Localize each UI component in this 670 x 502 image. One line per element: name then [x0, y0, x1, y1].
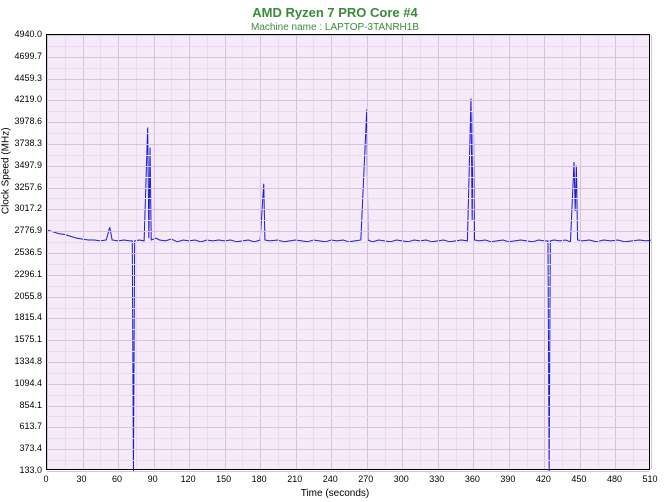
x-tick-label: 210: [287, 474, 302, 484]
y-tick-label: 3257.6: [14, 182, 42, 192]
y-tick-label: 4219.0: [14, 94, 42, 104]
x-tick-label: 30: [77, 474, 87, 484]
y-tick-label: 3978.6: [14, 116, 42, 126]
y-tick-label: 4940.0: [14, 29, 42, 39]
y-tick-label: 373.4: [19, 443, 42, 453]
plot-area: [46, 34, 650, 470]
y-tick-label: 133.0: [19, 465, 42, 475]
x-tick-label: 480: [607, 474, 622, 484]
x-tick-label: 120: [181, 474, 196, 484]
x-tick-label: 240: [323, 474, 338, 484]
y-tick-label: 3738.3: [14, 138, 42, 148]
x-axis-label: Time (seconds): [0, 488, 670, 499]
x-tick-label: 300: [394, 474, 409, 484]
chart-subtitle: Machine name : LAPTOP-3TANRH1B: [0, 20, 670, 33]
y-tick-label: 4699.7: [14, 51, 42, 61]
x-tick-label: 360: [465, 474, 480, 484]
y-axis-label: Clock Speed (MHz): [1, 127, 12, 214]
y-tick-label: 3017.2: [14, 203, 42, 213]
chart-title: AMD Ryzen 7 PRO Core #4: [0, 0, 670, 20]
y-tick-label: 3497.9: [14, 160, 42, 170]
y-tick-label: 4459.3: [14, 73, 42, 83]
y-tick-label: 2296.1: [14, 269, 42, 279]
y-tick-label: 1094.4: [14, 378, 42, 388]
x-tick-label: 450: [571, 474, 586, 484]
y-tick-label: 2536.5: [14, 247, 42, 257]
x-tick-label: 180: [252, 474, 267, 484]
plot-wrapper: [46, 34, 660, 480]
x-tick-label: 390: [500, 474, 515, 484]
y-tick-label: 2776.9: [14, 225, 42, 235]
x-tick-label: 330: [429, 474, 444, 484]
y-tick-label: 1334.8: [14, 356, 42, 366]
y-tick-label: 854.1: [19, 400, 42, 410]
x-tick-label: 150: [216, 474, 231, 484]
x-tick-label: 90: [148, 474, 158, 484]
y-tick-label: 1575.1: [14, 334, 42, 344]
x-tick-label: 510: [642, 474, 657, 484]
x-tick-label: 420: [536, 474, 551, 484]
y-tick-label: 613.7: [19, 421, 42, 431]
x-tick-label: 0: [43, 474, 48, 484]
x-tick-label: 60: [112, 474, 122, 484]
y-tick-label: 1815.4: [14, 312, 42, 322]
y-tick-label: 2055.8: [14, 291, 42, 301]
x-tick-label: 270: [358, 474, 373, 484]
